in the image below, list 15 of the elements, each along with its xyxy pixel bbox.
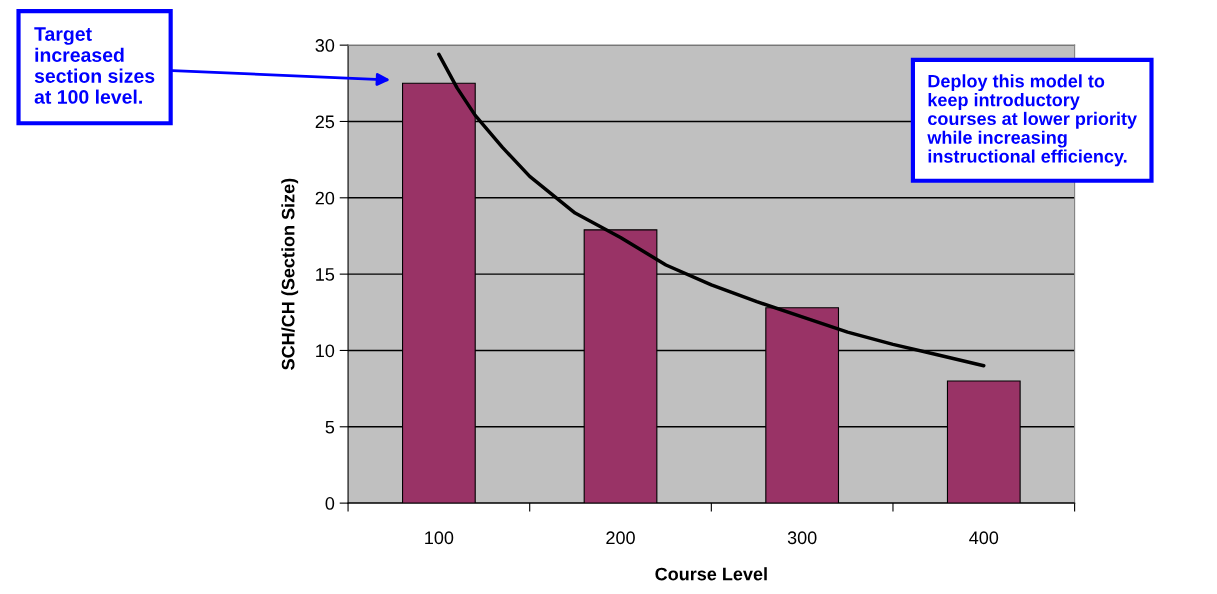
- y-tick-label: 15: [316, 268, 335, 281]
- annotation: Deploy this model to keep introductory courses at lower priority while increasing instructional efficiency.: [927, 74, 1137, 167]
- y-tick-label: 20: [315, 191, 335, 205]
- y-axis-title: SCH/CH (Section Size): [281, 178, 299, 370]
- x-tick-label: 200: [606, 531, 635, 545]
- y-tick-label: 0: [325, 497, 335, 510]
- text: Target increased section sizes at 100 level.: [34, 27, 155, 104]
- y-tick-label: 5: [325, 420, 335, 434]
- y-tick-label: 10: [316, 344, 335, 358]
- y-tick-label: 25: [315, 115, 335, 129]
- y-tick-label: 30: [315, 39, 335, 52]
- x-tick-label: 100: [425, 531, 454, 545]
- x-axis-title: Course Level: [655, 567, 767, 581]
- x-tick-label: 300: [787, 531, 817, 545]
- x-tick-label: 400: [969, 531, 999, 545]
